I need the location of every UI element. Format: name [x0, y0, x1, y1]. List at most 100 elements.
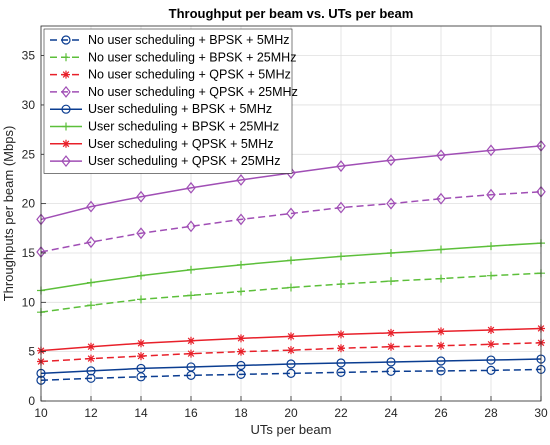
circle-marker [436, 356, 446, 366]
chart-title: Throughput per beam vs. UTs per beam [169, 6, 414, 21]
legend: No user scheduling + BPSK + 5MHz No user … [43, 28, 298, 174]
legend-entry: No user scheduling + BPSK + 25MHz [50, 50, 296, 64]
series-7 [37, 324, 545, 355]
star-marker [237, 347, 245, 356]
circle-marker [286, 368, 296, 378]
circle-marker [386, 366, 396, 376]
star-marker [137, 352, 145, 361]
plus-marker [287, 283, 295, 292]
legend-entry: No user scheduling + QPSK + 25MHz [50, 85, 298, 99]
diamond-marker [86, 236, 96, 249]
series-line [40, 368, 542, 382]
plus-marker [337, 252, 345, 261]
diamond-marker [186, 220, 196, 233]
plus-marker [387, 248, 395, 257]
plus-marker [62, 53, 70, 62]
legend-box [43, 28, 293, 174]
star-marker [137, 339, 145, 348]
diamond-marker [336, 160, 346, 173]
series-5 [36, 354, 546, 378]
x-tick-label: 24 [384, 406, 398, 420]
star-marker [62, 139, 70, 148]
series-line [40, 191, 542, 253]
plus-marker [387, 277, 395, 286]
y-tick-label: 5 [28, 345, 35, 359]
legend-label: No user scheduling + BPSK + 25MHz [88, 50, 296, 64]
y-tick-label: 25 [22, 147, 36, 161]
circle-marker [336, 358, 346, 368]
diamond-marker [236, 173, 246, 186]
star-marker [437, 341, 445, 350]
x-tick-label: 16 [184, 406, 198, 420]
diamond-marker [61, 85, 71, 98]
ticks: 10 12 14 16 18 20 22 24 26 28 30 0 5 10 15 20 25 30 35 [22, 49, 548, 420]
circle-marker [486, 355, 496, 365]
x-tick-label: 14 [134, 406, 148, 420]
star-marker [487, 325, 495, 334]
legend-label: No user scheduling + QPSK + 5MHz [88, 68, 291, 82]
x-tick-label: 10 [34, 406, 48, 420]
star-marker [337, 344, 345, 353]
diamond-marker [86, 200, 96, 213]
y-tick-label: 30 [22, 98, 36, 112]
series-4 [36, 185, 546, 258]
y-tick-label: 20 [22, 197, 36, 211]
diamond-marker [136, 227, 146, 240]
legend-entry: No user scheduling + QPSK + 5MHz [50, 68, 291, 82]
x-tick-label: 28 [484, 406, 498, 420]
plus-marker [237, 260, 245, 269]
diamond-marker [386, 154, 396, 167]
circle-marker [386, 357, 396, 367]
star-marker [187, 336, 195, 345]
y-axis-title: Throughputs per beam (Mbps) [1, 126, 16, 302]
star-marker [62, 70, 70, 79]
legend-label: User scheduling + QPSK + 25MHz [88, 154, 280, 168]
diamond-marker [486, 144, 496, 157]
x-tick-label: 26 [434, 406, 448, 420]
series-line [40, 342, 542, 363]
circle-marker [236, 360, 246, 371]
diamond-marker [136, 190, 146, 203]
legend-entry: User scheduling + QPSK + 25MHz [50, 154, 280, 168]
diamond-marker [436, 149, 446, 162]
circle-marker [336, 367, 346, 377]
plus-marker [337, 280, 345, 289]
x-tick-label: 30 [534, 406, 548, 420]
star-marker [287, 332, 295, 341]
plus-marker [287, 256, 295, 265]
star-marker [237, 334, 245, 343]
plus-marker [62, 122, 70, 131]
y-tick-label: 10 [22, 295, 36, 309]
star-marker [437, 327, 445, 336]
plus-marker [137, 271, 145, 280]
circle-marker [186, 362, 196, 372]
star-marker [87, 342, 95, 351]
legend-label: User scheduling + QPSK + 5MHz [88, 137, 274, 151]
circle-marker [136, 363, 146, 374]
star-marker [337, 330, 345, 339]
plus-marker [87, 278, 95, 287]
diamond-marker [61, 155, 71, 168]
star-marker [387, 328, 395, 337]
plus-marker [137, 295, 145, 304]
circle-marker [236, 369, 246, 379]
y-tick-label: 0 [28, 394, 35, 408]
series-line [40, 358, 542, 375]
diamond-marker [436, 192, 446, 205]
legend-entry: User scheduling + BPSK + 5MHz [50, 102, 272, 116]
plus-marker [87, 301, 95, 310]
x-tick-label: 20 [284, 406, 298, 420]
plus-marker [437, 274, 445, 283]
legend-label: User scheduling + BPSK + 5MHz [88, 102, 272, 116]
plus-marker [487, 242, 495, 251]
y-tick-label: 35 [22, 49, 36, 63]
circle-marker [61, 104, 71, 114]
plus-marker [237, 287, 245, 296]
plus-marker [437, 245, 445, 254]
star-marker [287, 346, 295, 355]
diamond-marker [336, 201, 346, 214]
diamond-marker [286, 207, 296, 220]
x-tick-label: 18 [234, 406, 248, 420]
star-marker [387, 342, 395, 351]
